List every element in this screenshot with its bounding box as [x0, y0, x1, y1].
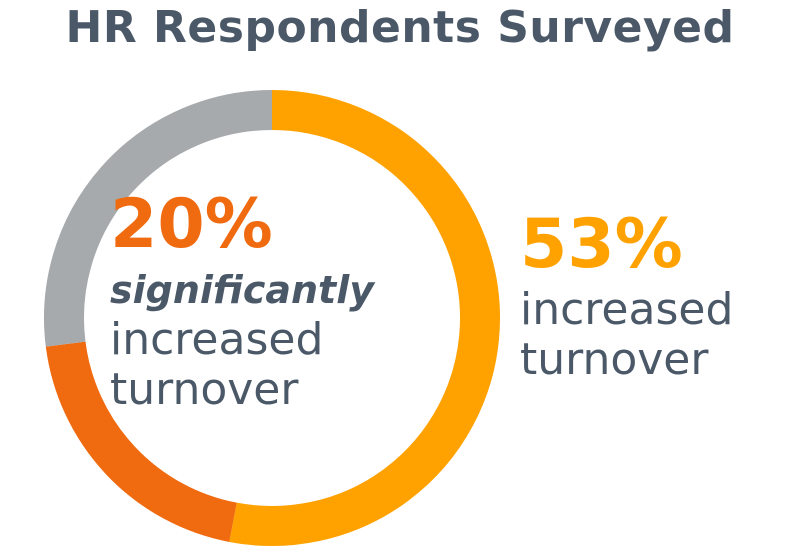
center-qualifier: significantly — [110, 268, 375, 312]
donut-segment-remainder — [44, 90, 273, 347]
right-line2: turnover — [520, 334, 709, 385]
chart-title: HR Respondents Surveyed — [65, 2, 735, 53]
right-line1: increased — [520, 284, 734, 335]
right-percent: 53% — [520, 205, 683, 284]
center-line1: increased — [110, 314, 324, 365]
donut-segments — [44, 90, 500, 546]
donut-segment-significantly-increased-turnover — [45, 341, 238, 542]
center-percent: 20% — [110, 185, 273, 264]
center-label: 20% significantly increased turnover — [110, 185, 460, 415]
right-label: 53% increased turnover — [520, 205, 790, 385]
center-line2: turnover — [110, 364, 299, 415]
donut-segment-increased-turnover — [229, 90, 500, 546]
